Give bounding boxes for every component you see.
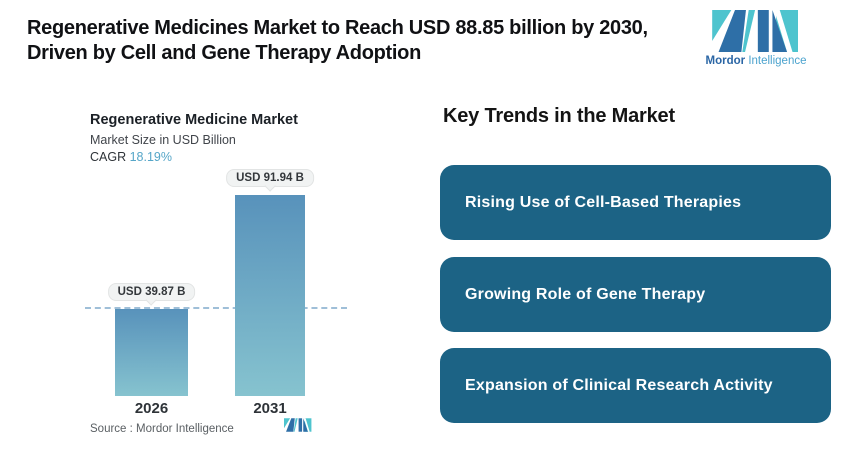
brand-name-bold: Mordor xyxy=(705,55,746,67)
bar-chart-plot: USD 39.87 B 2026 USD 91.94 B 2031 xyxy=(85,169,347,417)
trend-card-clinical-research: Expansion of Clinical Research Activity xyxy=(440,348,831,423)
axis-label-2026: 2026 xyxy=(134,400,169,417)
trends-heading: Key Trends in the Market xyxy=(443,105,675,127)
cagr-label: CAGR xyxy=(90,150,130,164)
brand-logo: Mordor Intelligence xyxy=(700,10,812,67)
bar-group-2026: USD 39.87 B 2026 xyxy=(107,170,196,417)
bar-group-2031: USD 91.94 B 2031 xyxy=(226,169,314,417)
value-label-2031: USD 91.94 B xyxy=(226,169,314,187)
trend-card-label: Growing Role of Gene Therapy xyxy=(465,285,706,303)
bar-2031 xyxy=(235,195,305,396)
reference-dashed-line xyxy=(85,307,347,309)
mordor-intelligence-logo-icon xyxy=(712,10,798,52)
trend-card-cell-based-therapies: Rising Use of Cell-Based Therapies xyxy=(440,165,831,240)
source-attribution: Source : Mordor Intelligence xyxy=(90,423,234,435)
mordor-mini-logo-icon xyxy=(284,418,312,432)
trend-card-label: Expansion of Clinical Research Activity xyxy=(465,376,773,394)
axis-label-2031: 2031 xyxy=(253,400,287,417)
bar-2026 xyxy=(115,309,188,396)
trend-card-gene-therapy: Growing Role of Gene Therapy xyxy=(440,257,831,332)
chart-subtitle: Market Size in USD Billion xyxy=(90,133,236,147)
cagr-value: 18.19% xyxy=(129,150,172,164)
page-title-line2: Driven by Cell and Gene Therapy Adoption xyxy=(27,42,421,64)
brand-name-light: Intelligence xyxy=(748,55,807,67)
page-title-line1: Regenerative Medicines Market to Reach U… xyxy=(27,17,648,39)
value-label-2026: USD 39.87 B xyxy=(107,283,196,301)
trend-card-label: Rising Use of Cell-Based Therapies xyxy=(465,193,742,211)
chart-cagr: CAGR 18.19% xyxy=(90,150,172,164)
chart-title: Regenerative Medicine Market xyxy=(90,112,298,128)
brand-wordmark: Mordor Intelligence xyxy=(700,55,812,67)
page-title: Regenerative Medicines Market to Reach U… xyxy=(27,16,648,66)
